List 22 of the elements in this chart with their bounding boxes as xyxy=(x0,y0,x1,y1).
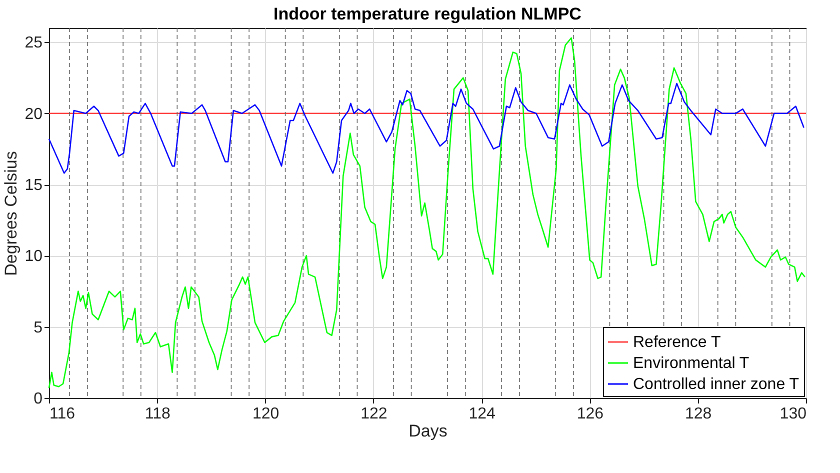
x-tick-label: 128 xyxy=(685,406,712,422)
line-series xyxy=(48,37,806,389)
legend-label: Environmental T xyxy=(633,355,750,372)
x-tick-label: 126 xyxy=(576,406,604,422)
y-tick-label: 25 xyxy=(24,34,43,52)
line-series xyxy=(48,82,804,174)
legend-label: Reference T xyxy=(633,334,721,351)
chart-title: Indoor temperature regulation NLMPC xyxy=(274,4,582,24)
x-tick-label: 124 xyxy=(468,406,496,422)
x-tick-label: 130 xyxy=(780,406,807,422)
x-tick-label: 118 xyxy=(144,406,170,422)
y-tick-label: 5 xyxy=(34,319,43,336)
y-tick-label: 10 xyxy=(24,248,43,266)
legend-label: Controlled inner zone T xyxy=(633,376,800,393)
x-axis-title: Days xyxy=(408,422,448,440)
y-tick-label: 15 xyxy=(24,177,43,194)
y-tick-label: 20 xyxy=(24,106,43,123)
x-tick-label: 122 xyxy=(360,406,388,422)
x-tick-label: 116 xyxy=(50,406,76,422)
x-tick-label: 120 xyxy=(252,406,280,422)
y-axis-title: Degrees Celsius xyxy=(2,151,21,276)
y-tick-label: 0 xyxy=(34,390,43,408)
